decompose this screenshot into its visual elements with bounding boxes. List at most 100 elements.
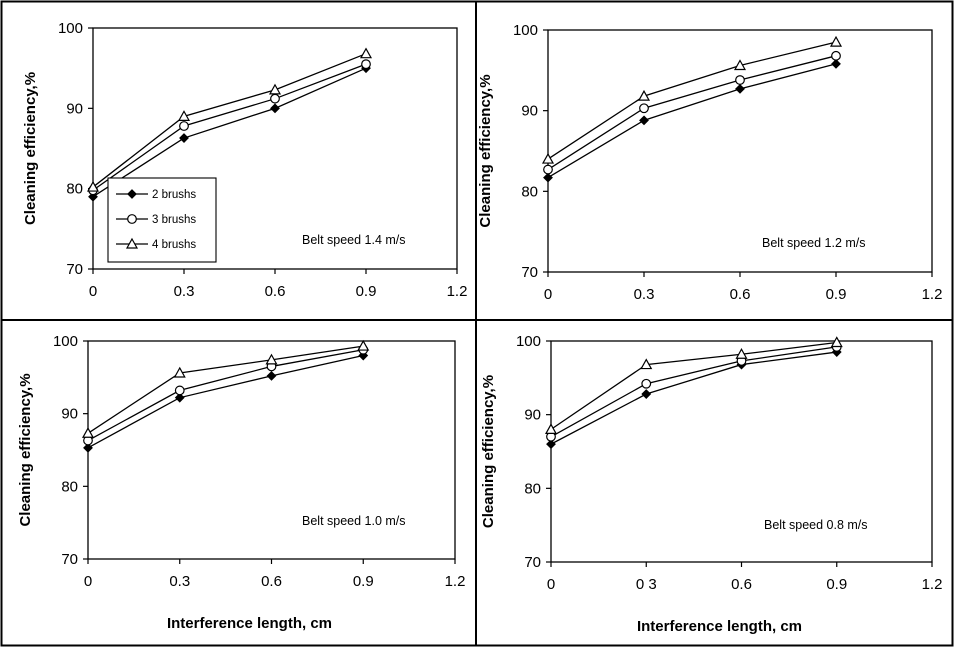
x-tick-label: 0.6 [731, 576, 752, 593]
x-tick-label: 1.2 [922, 286, 943, 303]
legend-marker [125, 237, 139, 249]
y-tick-label: 100 [58, 20, 83, 37]
data-point [829, 35, 843, 47]
x-tick-label: 0 [544, 286, 552, 303]
y-tick-label: 100 [53, 333, 78, 350]
data-point [86, 180, 100, 192]
data-point [174, 392, 185, 403]
y-tick-label: 70 [524, 554, 541, 571]
y-tick-label: 70 [61, 551, 78, 568]
x-tick-label: 0 [89, 283, 97, 300]
series-line [87, 345, 364, 434]
x-tick-label: 0.6 [265, 283, 286, 300]
series-4-brushs [86, 47, 373, 192]
series-2-brushs [83, 350, 369, 453]
x-tick-label: 0 [547, 576, 555, 593]
data-point [361, 59, 371, 70]
legend-entry: 3 brushs [116, 214, 196, 226]
y-tick-label: 70 [521, 264, 538, 281]
x-tick-label: 0.9 [826, 576, 847, 593]
y-tick-label: 90 [66, 100, 83, 117]
data-point [266, 370, 277, 381]
chart-panel-1: 0 0.3 0.6 0.9 1.2 70 80 90 100 Cleaning efficienc… [22, 20, 467, 300]
x-tick-label: 0.3 [174, 283, 195, 300]
data-point [544, 423, 558, 434]
series-line [92, 53, 367, 188]
x-tick-label: 0.9 [353, 573, 374, 590]
series-line [550, 346, 837, 438]
data-point [173, 366, 186, 378]
legend-entry: 2 brushs [116, 189, 196, 201]
belt-speed-annotation: Belt speed 1.4 m/s [302, 233, 406, 247]
y-tick-label: 80 [524, 480, 541, 497]
x-tick-label: 1.2 [447, 283, 468, 300]
data-point [177, 110, 191, 121]
data-point [735, 83, 745, 94]
x-tick-label: 0.9 [826, 286, 847, 303]
series-3-brushs [88, 59, 371, 196]
chart-panel-3: 0 0.3 0.6 0.9 1.2 70 80 90 100 Cleaning efficienc… [17, 333, 465, 632]
plot-area [550, 340, 933, 563]
data-point [640, 358, 653, 370]
series-4-brushs [544, 336, 843, 434]
data-point [268, 83, 282, 95]
legend: 2 brushs 3 brushs 4 brushs [107, 177, 217, 263]
data-point [735, 348, 748, 359]
x-tick-label: 1.2 [922, 576, 943, 593]
data-point [179, 133, 189, 143]
data-point [83, 442, 93, 453]
belt-speed-annotation: Belt speed 1.0 m/s [302, 514, 406, 528]
data-point [174, 385, 185, 396]
series-4-brushs [81, 339, 370, 438]
series-line [92, 63, 367, 191]
series-3-brushs [543, 50, 841, 175]
x-tick-label: 0.9 [356, 283, 377, 300]
data-point [543, 164, 553, 175]
x-tick-label: 0.6 [730, 286, 751, 303]
data-point [265, 353, 278, 365]
data-point [641, 378, 652, 389]
chart-panel-4: 0 0 3 0.6 0.9 1.2 70 80 90 100 Cleaning efficienc… [480, 333, 942, 635]
legend-box [107, 177, 217, 263]
data-point [179, 121, 189, 131]
series-2-brushs [543, 58, 841, 183]
y-axis-label: Cleaning efficiency,% [477, 74, 494, 227]
y-tick-label: 70 [66, 261, 83, 278]
y-axis-label: Cleaning efficiency,% [22, 72, 39, 225]
series-2-brushs [546, 347, 842, 450]
x-tick-label: 0 [84, 573, 92, 590]
data-point [831, 58, 841, 69]
data-point [81, 427, 95, 438]
legend-label: 2 brushs [152, 189, 196, 201]
series-line [547, 41, 837, 160]
series-line [87, 349, 364, 442]
x-tick-label: 0.3 [634, 286, 655, 303]
data-point [541, 152, 555, 164]
legend-marker [127, 189, 137, 199]
series-4-brushs [541, 35, 843, 164]
y-axis-label: Cleaning efficiency,% [480, 375, 497, 528]
data-point [641, 389, 652, 399]
y-tick-label: 100 [513, 22, 538, 39]
y-tick-label: 90 [61, 406, 78, 423]
series-line [550, 341, 837, 430]
data-point [270, 93, 280, 104]
chart-panel-2: 0 0.3 0.6 0.9 1.2 70 80 90 100 Cleaning efficienc… [477, 22, 942, 303]
y-tick-label: 80 [521, 183, 538, 200]
legend-label: 4 brushs [152, 239, 196, 251]
y-tick-label: 90 [524, 407, 541, 424]
x-axis-label: Interference length, cm [167, 615, 332, 632]
data-point [830, 336, 843, 348]
legend-entry: 4 brushs [116, 237, 196, 251]
series-line [87, 354, 364, 449]
data-point [639, 103, 649, 114]
data-point [357, 339, 370, 351]
data-point [543, 172, 553, 183]
y-axis-label: Cleaning efficiency,% [17, 373, 34, 526]
x-axis-label: Interference length, cm [637, 618, 802, 635]
x-tick-label: 1.2 [445, 573, 466, 590]
data-point [831, 50, 841, 61]
series-3-brushs [83, 344, 369, 446]
belt-speed-annotation: Belt speed 1.2 m/s [762, 236, 866, 250]
